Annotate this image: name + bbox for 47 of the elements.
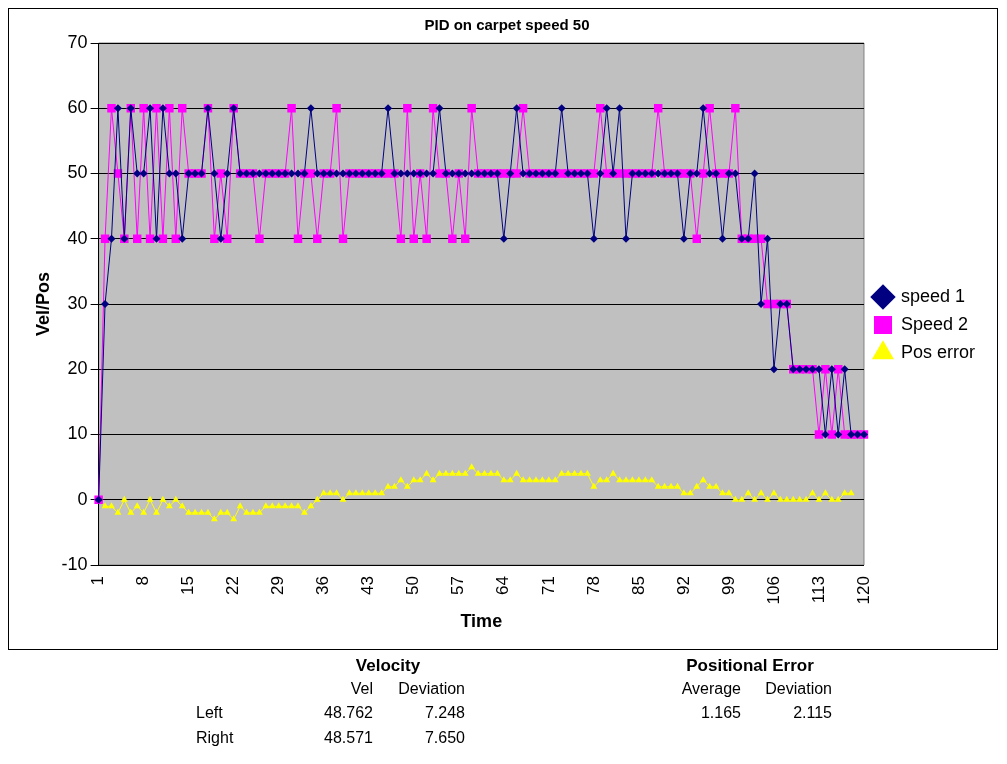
chart-title: PID on carpet speed 50 <box>424 16 590 34</box>
text: Left <box>196 704 223 722</box>
legend-label: speed 1 <box>900 285 966 306</box>
x-tick-label: 113 <box>808 576 828 604</box>
y-tick-label: 30 <box>67 292 88 313</box>
y-tick-label: 0 <box>77 488 88 509</box>
y-tick-label: -10 <box>61 554 88 575</box>
x-tick-label: 1 <box>88 576 108 586</box>
x-tick-label: 85 <box>628 576 648 595</box>
legend-label: Speed 2 <box>900 313 969 334</box>
x-axis-title: Time <box>460 611 503 632</box>
x-tick-label: 43 <box>358 576 378 595</box>
text: 2.115 <box>793 704 832 722</box>
x-tick-label: 71 <box>538 576 558 595</box>
y-tick-label: 60 <box>67 97 88 118</box>
x-tick-label: 36 <box>313 576 333 595</box>
text: Positional Error <box>686 656 814 676</box>
text: 1.165 <box>700 704 741 722</box>
y-axis-title: Vel/Pos <box>32 271 53 337</box>
text: 48.762 <box>324 704 373 722</box>
y-tick-label: 40 <box>67 227 88 248</box>
text: Deviation <box>765 680 832 698</box>
x-tick-label: 8 <box>133 576 153 586</box>
x-tick-label: 78 <box>583 576 603 595</box>
text: Vel <box>350 680 373 698</box>
text: Velocity <box>355 656 421 676</box>
text: 7.650 <box>424 729 465 747</box>
text: Average <box>681 680 741 698</box>
x-tick-label: 22 <box>223 576 243 595</box>
x-tick-label: 64 <box>493 576 513 595</box>
y-tick-label: 20 <box>67 358 88 379</box>
x-tick-label: 57 <box>448 576 468 595</box>
x-tick-label: 15 <box>178 576 198 595</box>
x-tick-label: 99 <box>718 576 738 595</box>
x-tick-label: 106 <box>763 576 783 605</box>
text: 48.571 <box>324 729 373 747</box>
y-tick-label: 10 <box>67 423 88 444</box>
x-tick-label: 50 <box>403 576 423 595</box>
x-tick-label: 29 <box>268 576 288 595</box>
legend-label: Pos error <box>900 341 976 362</box>
text: Right <box>196 729 234 747</box>
y-tick-label: 70 <box>67 31 88 52</box>
y-tick-label: 50 <box>67 162 88 183</box>
x-tick-label: 92 <box>673 576 693 595</box>
text: 7.248 <box>424 704 465 722</box>
text: Deviation <box>398 680 465 698</box>
x-tick-label: 120 <box>853 576 873 605</box>
